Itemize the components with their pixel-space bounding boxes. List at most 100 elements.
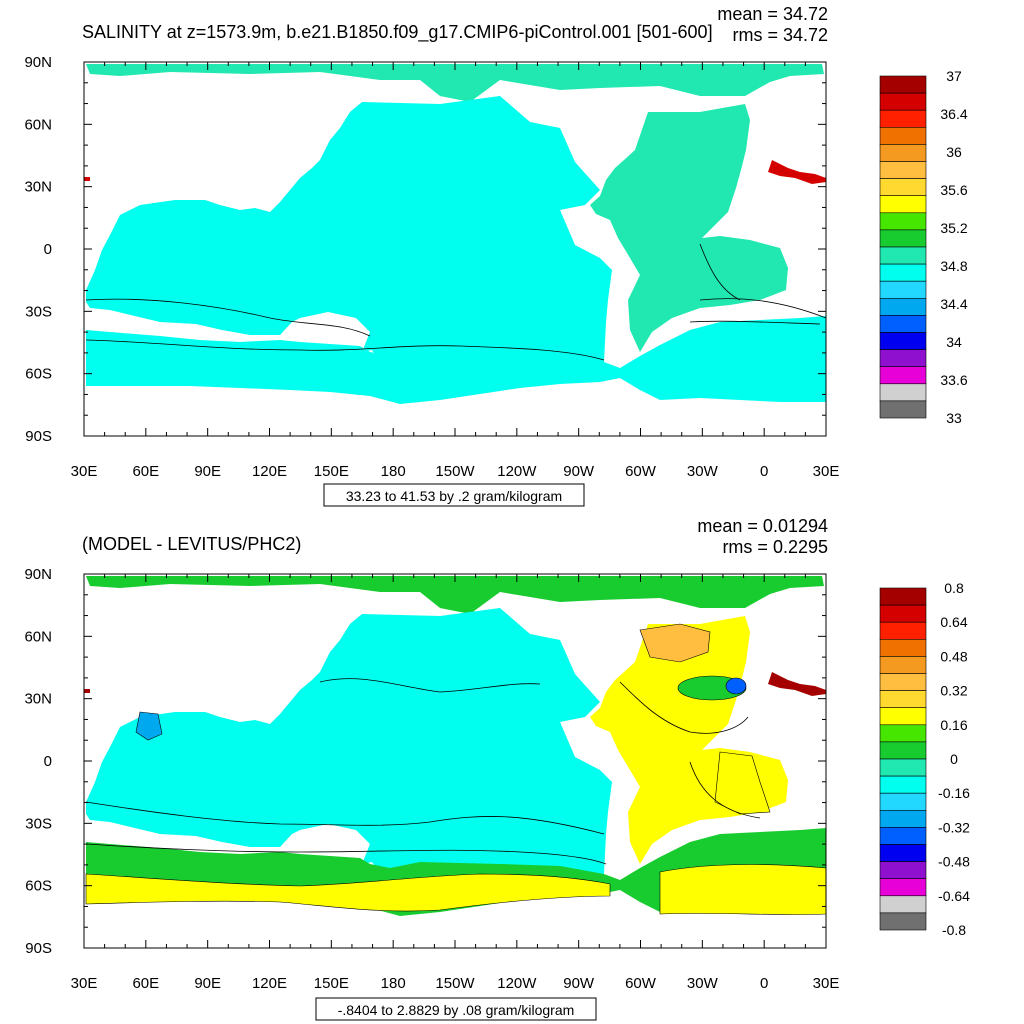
y-axis-ticks: 90N 60N 30N 0 30S 60S 90S: [24, 566, 826, 957]
x-axis-ticks: 30E 60E 90E 120E 150E 180 150W 120W 90W 60W 30W 0 30…: [71, 574, 840, 992]
colorbar-swatch: [879, 109, 927, 128]
colorbar-swatch: [879, 383, 927, 402]
contour-lines: [85, 243, 827, 361]
colorbar-label: 34.8: [940, 258, 967, 274]
colorbar-label: -0.32: [938, 819, 970, 835]
anomaly-labrador: [639, 623, 711, 663]
colorbar-label: -0.48: [938, 854, 970, 870]
colorbar-swatch: [879, 161, 927, 179]
subtitle: 33.23 to 41.53 by .2 gram/kilogram: [346, 488, 562, 504]
x-tick-label: 180: [381, 463, 406, 480]
y-axis-ticks: 90N 60N 30N 0 30S 60S 90S: [24, 54, 826, 445]
subtitle-box: [323, 483, 585, 507]
colorbar-swatch: [879, 144, 927, 162]
colorbar-swatch: [879, 263, 927, 282]
subtitle-box: [315, 997, 597, 1021]
rms-label: rms = 0.2295: [722, 537, 828, 557]
y-tick-label: 90S: [25, 940, 52, 957]
colorbar-swatch: [879, 775, 927, 794]
region-mediterranean-dot: [84, 689, 90, 693]
colorbar-label: -0.64: [938, 888, 970, 904]
colorbar-swatch: [879, 127, 927, 145]
colorbar-swatch: [879, 349, 927, 368]
colorbar-label: 0.64: [940, 614, 967, 630]
colorbar-label: 35.6: [940, 182, 967, 198]
colorbar-swatch: [879, 741, 927, 760]
colorbar-swatch: [879, 809, 927, 828]
x-tick-label: 120E: [252, 975, 287, 992]
y-tick-label: 30S: [25, 815, 52, 832]
contour-lines: [85, 678, 761, 865]
x-tick-label: 0: [760, 975, 768, 992]
colorbar-swatch: [879, 400, 927, 419]
colorbar-swatch: [879, 724, 927, 743]
colorbar-label: 35.2: [940, 220, 967, 236]
y-tick-label: 90N: [24, 54, 52, 71]
colorbar-label: 0: [950, 751, 958, 767]
colorbar-swatch: [879, 297, 927, 316]
ocean-fills: [84, 64, 826, 404]
anomaly-gulfstream-core: [725, 677, 747, 695]
x-tick-label: 120E: [252, 463, 287, 480]
colorbar-label: 34.4: [940, 296, 967, 312]
y-tick-label: 60S: [25, 878, 52, 895]
colorbar-label: -0.8: [942, 922, 966, 938]
x-tick-label: 90E: [194, 463, 221, 480]
colorbar-swatch: [879, 246, 927, 265]
colorbar-swatch: [879, 212, 927, 231]
colorbar-label: 0.8: [944, 580, 964, 596]
colorbar-swatch: [879, 366, 927, 385]
colorbar-label: 37: [946, 68, 962, 84]
panel-title: SALINITY at z=1573.9m, b.e21.B1850.f09_g…: [82, 22, 713, 43]
colorbar-swatch: [879, 827, 927, 845]
colorbar-swatch: [879, 758, 927, 777]
mean-label: mean = 34.72: [717, 4, 828, 24]
region-mediterranean-dot: [84, 177, 90, 181]
colorbar-swatch: [879, 861, 927, 880]
colorbar: 37 36.4 36 35.6 35.2 34.8 34.4 34 33.6 33: [879, 68, 968, 426]
colorbar-swatch: [879, 92, 927, 111]
colorbar-swatch: [879, 178, 927, 197]
y-tick-label: 60N: [24, 116, 52, 133]
colorbar-swatch: [879, 673, 927, 691]
x-tick-label: 0: [760, 463, 768, 480]
region-pacific: [86, 608, 612, 878]
salinity-panel: SALINITY at z=1573.9m, b.e21.B1850.f09_g…: [24, 4, 968, 507]
colorbar-swatch: [879, 844, 927, 862]
colorbar-swatch: [879, 229, 927, 248]
colorbar-swatch: [879, 656, 927, 674]
x-tick-label: 150E: [314, 975, 349, 992]
anomaly-east-atlantic: [714, 751, 771, 815]
colorbar-label: 36.4: [940, 106, 967, 122]
colorbar-swatch: [879, 690, 927, 709]
region-mediterranean: [768, 672, 826, 696]
colorbar-swatch: [879, 332, 927, 350]
x-tick-label: 30E: [813, 975, 840, 992]
region-mediterranean: [768, 160, 826, 184]
colorbar-swatch: [879, 280, 927, 299]
colorbar-swatch: [879, 707, 927, 726]
colorbar-swatch: [879, 315, 927, 333]
colorbar-label: 33: [946, 410, 962, 426]
x-tick-label: 90W: [563, 463, 595, 480]
x-tick-label: 120W: [497, 975, 537, 992]
x-tick-label: 90E: [194, 975, 221, 992]
x-tick-label: 30W: [687, 975, 719, 992]
colorbar-swatch: [879, 639, 927, 657]
colorbar-label: 36: [946, 144, 962, 160]
colorbar-swatch: [879, 587, 927, 606]
x-tick-label: 60E: [132, 463, 159, 480]
colorbar-label: 0.48: [940, 648, 967, 664]
colorbar-swatch: [879, 75, 927, 94]
anomaly-southern-band: [85, 873, 611, 912]
region-southern: [86, 316, 826, 404]
panel-title: (MODEL - LEVITUS/PHC2): [82, 534, 301, 554]
x-tick-label: 30E: [813, 463, 840, 480]
colorbar-swatch: [879, 895, 927, 914]
y-tick-label: 60N: [24, 628, 52, 645]
x-tick-label: 120W: [497, 463, 537, 480]
region-arctic: [86, 576, 824, 614]
anomaly-arabian: [135, 711, 163, 741]
y-tick-label: 60S: [25, 366, 52, 383]
